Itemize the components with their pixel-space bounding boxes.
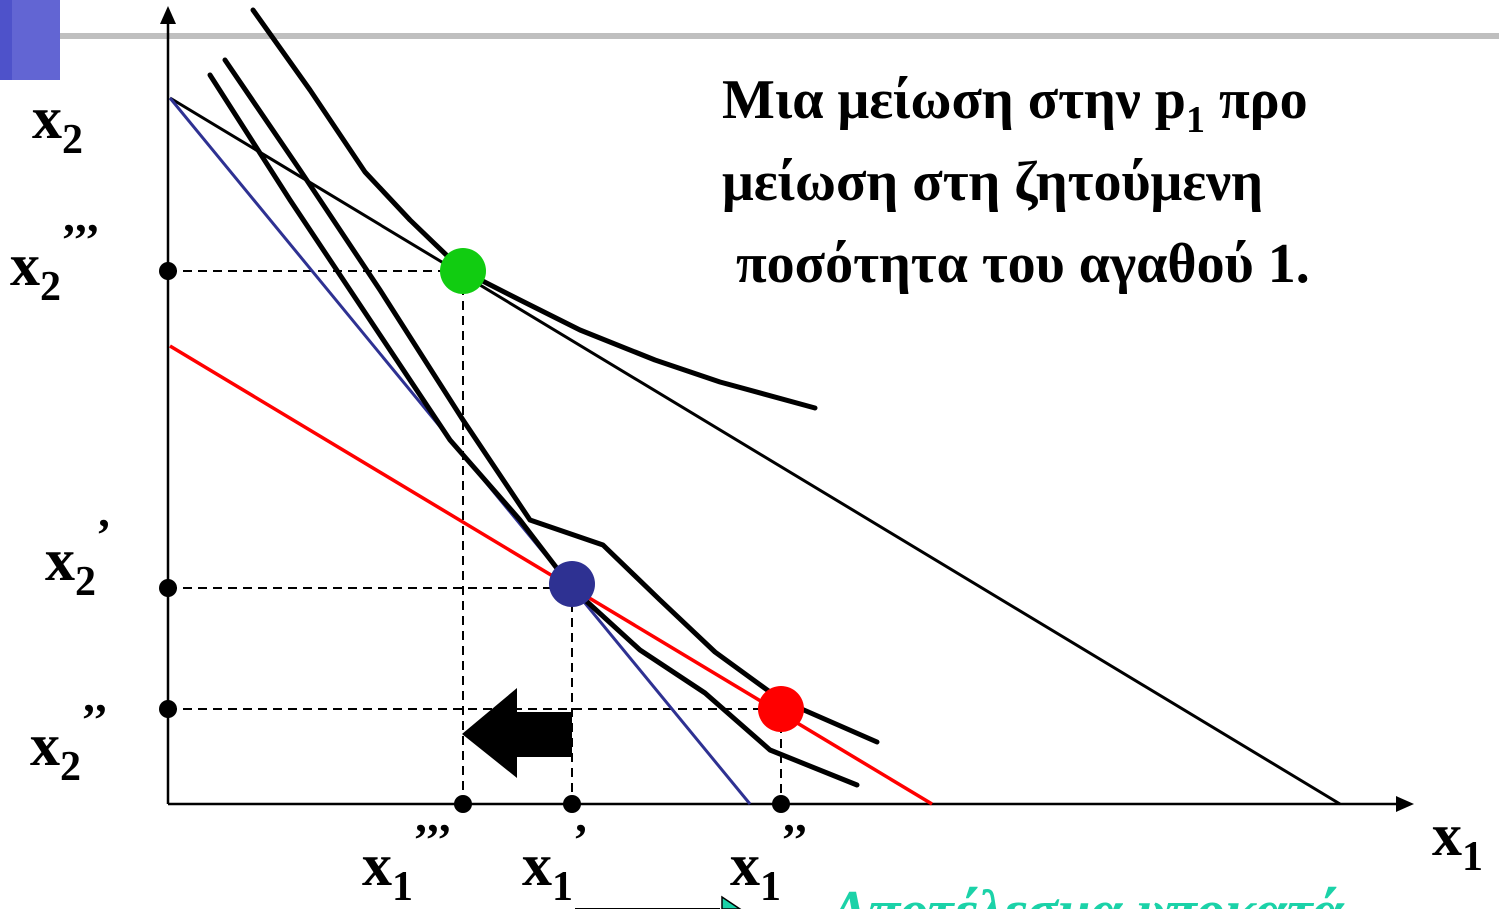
indifference-curve-low — [207, 72, 860, 788]
caption-arrow — [575, 895, 742, 909]
tick-label-x1-single: x1’ — [522, 814, 588, 909]
dot-y-x2-double — [159, 700, 177, 718]
tick-label-x2-double: x2’’ — [30, 694, 108, 790]
substitution-arrow — [462, 688, 572, 778]
dot-y-x2-single — [159, 579, 177, 597]
indifference-curves — [207, 7, 880, 788]
tick-label-x2-triple: x2’’’ — [10, 214, 100, 310]
slide-title-line-1: Μια μείωση στην p1 προ — [722, 69, 1308, 141]
dot-x-x1-single — [563, 795, 581, 813]
tick-label-x1-double: x1’’ — [730, 814, 808, 909]
y-axis-arrowhead — [160, 6, 176, 24]
axis-dots — [159, 262, 790, 813]
final-budget-line — [169, 96, 1341, 806]
dot-x-x1-double — [772, 795, 790, 813]
indifference-curve-high — [250, 7, 818, 411]
point-compensated-bundle — [758, 686, 804, 732]
point-original-bundle — [549, 561, 595, 607]
slide-title-line-3: ποσότητα του αγαθού 1. — [736, 233, 1310, 295]
y-axis-label: x2 — [32, 85, 83, 163]
slide-accent-decoration — [0, 0, 1499, 80]
dot-y-x2-triple — [159, 262, 177, 280]
tick-label-x2-single: x2’ — [45, 509, 111, 605]
slide-title-line-2: μείωση στη ζητούμενη — [722, 151, 1263, 213]
x-axis-arrowhead — [1396, 796, 1414, 812]
indifference-curve-middle — [222, 57, 880, 745]
x-axis-label: x1 — [1432, 802, 1483, 880]
dot-x-x1-triple — [454, 795, 472, 813]
point-final-bundle — [440, 248, 486, 294]
substitution-effect-caption: Αποτέλεσμα υποκατά — [827, 878, 1345, 909]
tick-label-x1-triple: x1’’’ — [362, 814, 452, 909]
